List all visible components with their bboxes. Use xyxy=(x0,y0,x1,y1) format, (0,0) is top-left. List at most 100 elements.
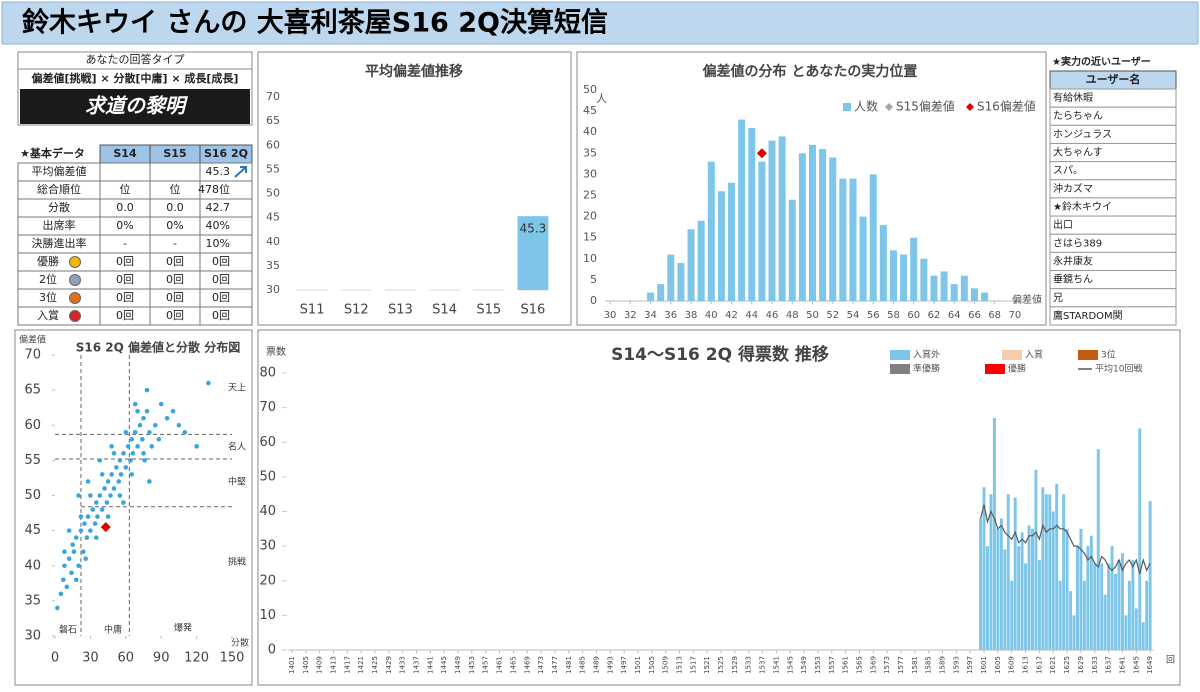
x-tick-label: 1425 xyxy=(371,656,379,674)
x-tick-label: 1489 xyxy=(592,656,600,674)
bar xyxy=(1079,528,1083,650)
point xyxy=(97,458,103,463)
legend-swatch xyxy=(985,364,1005,374)
bar xyxy=(1006,494,1010,650)
x-tick-label: 42 xyxy=(725,310,738,321)
x-tick-label: 1569 xyxy=(869,656,877,674)
chart-title: 平均偏差値推移 xyxy=(365,63,463,80)
legend-label: 3位 xyxy=(1101,349,1116,361)
bar xyxy=(1107,563,1111,650)
x-tick-label: 60 xyxy=(907,310,920,321)
y-unit: 人 xyxy=(596,92,607,105)
x-tick-label: 64 xyxy=(948,310,961,321)
medal-icon xyxy=(69,256,81,268)
x-tick-label: 50 xyxy=(806,310,819,321)
row-label: 決勝進出率 xyxy=(32,236,87,250)
point xyxy=(147,479,152,484)
bar xyxy=(940,271,948,301)
x-tick-label: S12 xyxy=(344,303,369,318)
user-name: 沖カズマ xyxy=(1053,182,1093,195)
x-tick-label: 1457 xyxy=(482,656,490,674)
x-tick-label: 30 xyxy=(604,310,617,321)
point xyxy=(88,493,93,498)
bar xyxy=(1031,528,1034,650)
point xyxy=(55,605,60,611)
y-axis-label: 偏差値 xyxy=(19,334,46,346)
x-tick-label: 1577 xyxy=(897,656,905,674)
x-tick-label: 1633 xyxy=(1091,656,1099,674)
legend-label: 準優勝 xyxy=(913,363,940,375)
table-value: 位 xyxy=(120,182,131,196)
bar xyxy=(986,546,989,650)
y-tick-label: 40 xyxy=(24,558,41,573)
user-name: ★鈴木キウイ xyxy=(1053,200,1112,213)
user-name: さはら389 xyxy=(1053,237,1102,249)
point xyxy=(158,401,164,407)
bar xyxy=(1110,546,1114,650)
point xyxy=(60,577,66,583)
bar xyxy=(707,161,715,301)
y-tick-label: 45 xyxy=(24,523,41,538)
answer-type-heading: あなたの回答タイプ xyxy=(86,52,185,66)
x-tick-label: 1645 xyxy=(1132,656,1140,674)
bar xyxy=(1017,546,1021,650)
point xyxy=(104,500,110,505)
row-label: 入賞 xyxy=(37,309,59,322)
x-tick-label: 56 xyxy=(867,310,880,321)
y-tick-label: 60 xyxy=(266,138,280,151)
user-name: 鷹STARDOM関 xyxy=(1053,309,1123,322)
x-tick-label: 1589 xyxy=(939,656,947,674)
x-tick-label: 66 xyxy=(968,310,981,321)
x-tick-label: 1401 xyxy=(288,656,296,674)
medal-icon xyxy=(69,310,81,322)
row-label: 平均偏差値 xyxy=(32,164,87,178)
bar xyxy=(960,275,968,301)
point xyxy=(81,549,86,554)
bar xyxy=(697,220,705,301)
point xyxy=(144,387,150,393)
x-tick-label: 1565 xyxy=(855,656,863,674)
point xyxy=(170,408,176,414)
bar xyxy=(1069,591,1073,650)
x-tick-label: 34 xyxy=(644,310,657,321)
table-value: 0回 xyxy=(212,273,230,286)
point xyxy=(62,563,67,569)
x-tick-label: 48 xyxy=(786,310,799,321)
user-cell xyxy=(1049,288,1177,308)
x-tick-label: 30 xyxy=(82,651,99,666)
y-axis-label: 票数 xyxy=(266,345,286,358)
x-tick-label: 46 xyxy=(766,310,779,321)
legend-swatch xyxy=(843,103,851,111)
point xyxy=(176,422,182,428)
y-tick-label: 30 xyxy=(583,167,597,180)
x-tick-label: 1641 xyxy=(1118,656,1126,674)
bar xyxy=(758,161,766,301)
point xyxy=(94,535,99,540)
y-tick-label: 30 xyxy=(259,539,276,554)
y-tick-label: 50 xyxy=(259,469,276,484)
row-label: 総合順位 xyxy=(37,182,81,196)
y-tick-label: 40 xyxy=(583,125,597,138)
table-value: 40% xyxy=(206,219,230,232)
x-tick-label: 1621 xyxy=(1049,656,1057,674)
x-tick-label: 1573 xyxy=(883,656,891,674)
x-tick-label: 1613 xyxy=(1022,656,1030,674)
region-label: 爆発 xyxy=(174,622,192,634)
y-tick-label: 45 xyxy=(266,211,280,224)
y-tick-label: 40 xyxy=(266,235,280,248)
table-value: 0回 xyxy=(212,255,230,268)
point xyxy=(140,437,145,442)
x-tick-label: 1609 xyxy=(1008,656,1016,674)
average-line xyxy=(979,504,1151,574)
bar xyxy=(869,174,877,301)
x-tick-label: 1637 xyxy=(1105,656,1113,674)
bar xyxy=(849,178,857,301)
point xyxy=(76,563,81,569)
table-value: 0% xyxy=(116,219,133,232)
data-label: 45.3 xyxy=(520,222,547,236)
x-unit: 回 xyxy=(1166,655,1175,666)
bar xyxy=(1134,608,1138,650)
bar xyxy=(1117,559,1121,650)
bar xyxy=(1041,487,1045,650)
bar xyxy=(1141,622,1145,650)
